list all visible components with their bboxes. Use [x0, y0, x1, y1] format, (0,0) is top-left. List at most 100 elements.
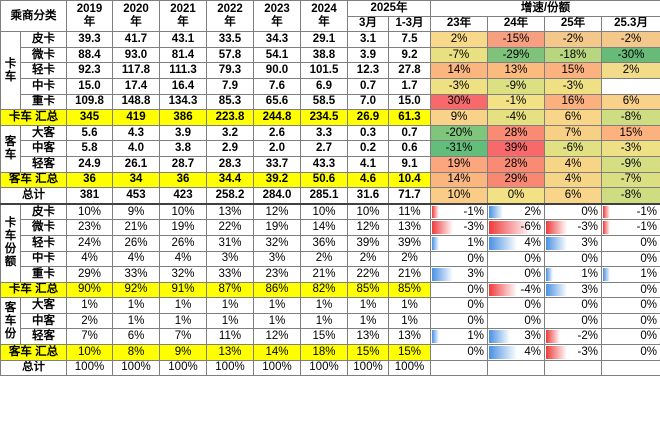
truck-share-row-3-share-4: 3% [253, 250, 301, 268]
bus-share-row-1-share-4: 1% [253, 312, 301, 330]
truck-row-0-growth-0: 2% [430, 31, 488, 48]
bus-group-label: 客 车 [0, 124, 21, 173]
truck-total-row-m3: 26.9 [347, 109, 389, 126]
truck-share-row-1-share-5: 14% [300, 219, 348, 236]
truck-share-row-4-share-5: 21% [300, 266, 348, 283]
bus-share-row-1-m3: 1% [347, 312, 389, 330]
bus-row-0-growth-2: 7% [544, 124, 602, 142]
truck-share-total-row-share-1: 92% [112, 281, 160, 299]
truck-share-row-2-share-change-2: 3% [544, 234, 602, 252]
truck-share-row-1-share-bar-3 [603, 221, 610, 234]
bus-row-0-growth-1: 28% [487, 124, 545, 142]
truck-total-row-growth-1: -4% [487, 109, 545, 126]
truck-share-row-0-share-0: 10% [66, 202, 113, 221]
truck-share-row-0-share-change-label-3: -1% [636, 205, 658, 218]
truck-share-row-4-share-change-label-0: 3% [467, 268, 484, 281]
bus-share-row-1-share-change-3: 0% [600, 312, 660, 330]
bus-row-1-value-2: 3.8 [159, 140, 207, 157]
truck-row-1: 微卡 88.4 93.0 81.4 57.8 54.1 38.8 3.9 9.2 -7% -29% -… [1, 46, 660, 64]
share-grand-total-row-m3: 100% [347, 359, 389, 377]
bus-share-row-2-m13: 13% [388, 328, 431, 346]
truck-share-total-row-share-change-label-0: 0% [467, 283, 484, 296]
bus-share-row-0-share-4: 1% [253, 297, 301, 314]
bus-row-1-value-1: 4.0 [112, 140, 160, 157]
truck-share-row-2-share-2: 26% [159, 234, 207, 252]
bus-total-row-value-5: 50.6 [300, 171, 348, 189]
truck-share-row-2-m13: 39% [388, 234, 431, 252]
truck-share-row-3-m13: 2% [388, 250, 431, 268]
bus-total-row-value-4: 39.2 [253, 171, 301, 189]
growth-col-24: 24年 [487, 15, 545, 33]
truck-share-row-2-share-4: 32% [253, 234, 301, 252]
truck-share-total-row-share-change-3: 0% [600, 281, 660, 299]
share-grand-total-row-blank-2 [544, 359, 602, 377]
truck-row-4-growth-0: 30% [430, 93, 488, 111]
bus-share-total-row-share-bar-1 [489, 346, 517, 359]
bus-row-0-m3: 0.3 [347, 124, 389, 142]
truck-share-row-4-share-change-0: 3% [430, 266, 488, 283]
truck-row-0-value-5: 29.1 [300, 31, 348, 48]
bus-row-1-value-3: 2.9 [206, 140, 254, 157]
bus-share-total-row-share-4: 14% [253, 344, 301, 361]
bus-share-row-2-m3: 13% [347, 328, 389, 346]
grand-total-row-growth-1: 0% [487, 187, 545, 205]
bus-row-1-growth-2: -6% [544, 140, 602, 157]
bus-share-row-1-share-change-label-1: 0% [524, 314, 541, 327]
truck-share-row-2-share-change-label-2: 3% [581, 236, 598, 249]
truck-share-row-3: 中卡 4% 4% 4% 3% 3% 2% 2% 2% 0% 0% 0% 0% [1, 250, 660, 268]
bus-share-row-0-share-5: 1% [300, 297, 348, 314]
truck-row-3-value-3: 7.9 [206, 77, 254, 95]
bus-total-row-label: 客车 汇总 [0, 171, 67, 189]
bus-share-row-0-share-change-label-2: 0% [581, 299, 598, 312]
truck-row-2-value-2: 111.3 [159, 62, 207, 79]
bus-share-row-0-share-change-label-3: 0% [640, 299, 658, 312]
bus-row-1-growth-3: -3% [600, 140, 660, 157]
bus-row-2-label: 轻客 [20, 155, 67, 173]
truck-row-1-m3: 3.9 [347, 46, 389, 64]
share-grand-total-row-share-2: 100% [159, 359, 207, 377]
truck-share-row-1-share-4: 19% [253, 219, 301, 236]
truck-row-2-m3: 12.3 [347, 62, 389, 79]
truck-row-1-value-1: 93.0 [112, 46, 160, 64]
bus-row-0-value-3: 3.2 [206, 124, 254, 142]
truck-share-row-1-share-bar-0 [432, 221, 453, 234]
bus-share-total-row-share-1: 8% [112, 344, 160, 361]
commercial-vehicle-table: 乘商分类 2019 年 2020 年 2021 年 2022 年 2023 年 2024 年… [0, 0, 660, 377]
bus-row-2-value-4: 33.7 [253, 155, 301, 173]
truck-share-row-3-share-change-label-0: 0% [467, 252, 484, 265]
bus-row-2-growth-0: 19% [430, 155, 488, 173]
bus-share-row-1-share-change-2: 0% [544, 312, 602, 330]
truck-share-row-1-share-change-3: -1% [600, 219, 660, 236]
truck-row-4-growth-3: 6% [600, 93, 660, 111]
bus-row-2-value-2: 28.7 [159, 155, 207, 173]
truck-share-row-0-share-1: 9% [112, 202, 160, 221]
bus-row-2-value-1: 26.1 [112, 155, 160, 173]
bus-share-row-1: 中客 2% 1% 1% 1% 1% 1% 1% 1% 0% 0% 0% 0% [1, 312, 660, 330]
bus-row-2-growth-2: 4% [544, 155, 602, 173]
truck-row-1-label: 微卡 [20, 46, 67, 64]
truck-share-row-3-share-change-0: 0% [430, 250, 488, 268]
bus-share-row-2-share-bar-0 [432, 330, 439, 344]
truck-share-total-row-label: 卡车 汇总 [0, 281, 67, 299]
bus-share-row-1-share-change-label-0: 0% [467, 314, 484, 327]
truck-row-0-label: 皮卡 [20, 31, 67, 48]
bus-share-total-row-share-change-label-2: -3% [577, 346, 598, 359]
bus-share-row-2-share-5: 15% [300, 328, 348, 346]
bus-row-2-m13: 9.1 [388, 155, 431, 173]
bus-share-row-0-share-change-label-0: 0% [467, 299, 484, 312]
bus-row-0: 客 车大客 5.6 4.3 3.9 3.2 2.6 3.3 0.3 0.7 -20% 28% 7% 15… [0, 124, 660, 173]
truck-share-row-4: 重卡 29% 33% 32% 33% 23% 21% 22% 21% 3% 0% 1% 1% [1, 266, 660, 283]
truck-row-0-growth-2: -2% [544, 31, 602, 48]
bus-share-row-1-share-0: 2% [66, 312, 113, 330]
bus-row-0-m13: 0.7 [388, 124, 431, 142]
truck-share-row-0-share-5: 10% [300, 202, 348, 221]
truck-total-row-value-2: 386 [159, 109, 207, 126]
bus-share-row-2-share-bar-1 [489, 330, 510, 344]
truck-row-4-value-5: 58.5 [300, 93, 348, 111]
grand-total-row: 总计 381 453 423 258.2 284.0 285.1 31.6 71.7 10% 0% 6… [0, 187, 660, 205]
truck-share-row-0-share-change-label-2: 0% [581, 205, 598, 218]
bus-row-0-value-1: 4.3 [112, 124, 160, 142]
truck-share-row-1-share-change-0: -3% [430, 219, 488, 236]
truck-share-group-label: 卡 车 份 额 [0, 202, 21, 283]
grand-total-row-value-1: 453 [112, 187, 160, 205]
